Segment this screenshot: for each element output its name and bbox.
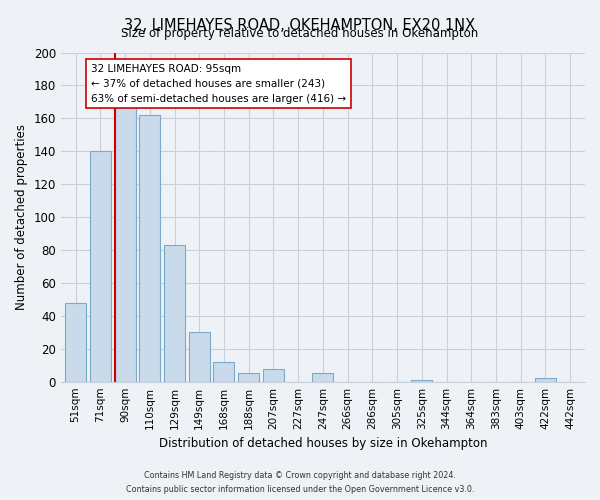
Y-axis label: Number of detached properties: Number of detached properties [15,124,28,310]
Text: 32, LIMEHAYES ROAD, OKEHAMPTON, EX20 1NX: 32, LIMEHAYES ROAD, OKEHAMPTON, EX20 1NX [124,18,476,32]
Bar [313,374,334,382]
Bar [65,302,86,382]
Bar [238,374,259,382]
Text: Size of property relative to detached houses in Okehampton: Size of property relative to detached ho… [121,28,479,40]
Bar [90,152,111,382]
X-axis label: Distribution of detached houses by size in Okehampton: Distribution of detached houses by size … [158,437,487,450]
Bar [214,362,235,382]
Text: Contains HM Land Registry data © Crown copyright and database right 2024.
Contai: Contains HM Land Registry data © Crown c… [126,472,474,494]
Bar [115,105,136,382]
Bar [535,378,556,382]
Bar [164,245,185,382]
Bar [263,368,284,382]
Bar [139,115,160,382]
Bar [411,380,433,382]
Text: 32 LIMEHAYES ROAD: 95sqm
← 37% of detached houses are smaller (243)
63% of semi-: 32 LIMEHAYES ROAD: 95sqm ← 37% of detach… [91,64,346,104]
Bar [189,332,210,382]
